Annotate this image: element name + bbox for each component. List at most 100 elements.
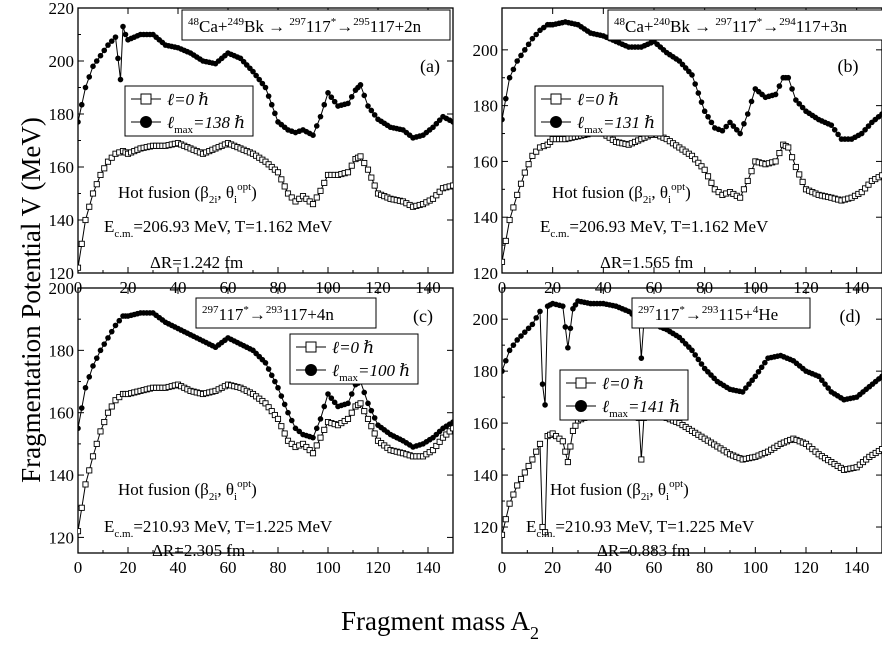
point-l0: [271, 411, 278, 419]
series-group: [78, 310, 453, 535]
point-lmax: [105, 335, 111, 341]
point-lmax: [542, 402, 548, 408]
point-lmax: [865, 123, 872, 129]
point-l0: [371, 430, 378, 437]
point-l0: [436, 438, 443, 445]
point-lmax: [565, 344, 571, 351]
point-l0: [688, 152, 696, 159]
point-lmax: [741, 120, 747, 127]
reaction-label: 297117*→293117+4n: [202, 304, 334, 324]
annotation-ecm: Ec.m.=210.93 MeV, T=1.225 MeV: [526, 517, 755, 540]
x-tick-label: 60: [646, 558, 663, 577]
point-lmax: [371, 112, 378, 118]
point-l0: [371, 182, 378, 189]
point-lmax: [506, 347, 513, 354]
legend-marker-l0: [575, 377, 587, 389]
point-l0: [313, 194, 320, 201]
point-lmax: [296, 428, 303, 435]
point-lmax: [522, 329, 528, 335]
point-l0: [878, 172, 882, 179]
point-l0: [108, 403, 115, 410]
point-lmax: [105, 42, 111, 48]
point-lmax: [371, 415, 378, 421]
point-lmax: [502, 116, 505, 123]
point-l0: [776, 150, 783, 157]
point-lmax: [368, 407, 375, 414]
point-lmax: [815, 373, 822, 380]
point-l0: [309, 450, 317, 457]
point-lmax: [361, 389, 368, 396]
point-l0: [368, 174, 375, 181]
point-l0: [449, 425, 453, 432]
point-lmax: [93, 355, 100, 361]
point-lmax: [288, 417, 295, 424]
point-lmax: [692, 352, 698, 358]
point-l0: [510, 204, 517, 211]
y-tick-label: 180: [49, 341, 75, 360]
panel-label: (b): [838, 56, 859, 77]
point-lmax: [268, 101, 275, 108]
point-l0: [514, 191, 521, 198]
annotation-hot-fusion: Hot fusion (β2i, θiopt): [550, 478, 689, 503]
y-tick-label: 140: [473, 208, 499, 227]
point-lmax: [365, 400, 371, 407]
point-lmax: [292, 425, 299, 432]
point-lmax: [97, 347, 104, 354]
point-lmax: [514, 58, 520, 64]
point-l0: [562, 448, 569, 455]
plot-frame: [501, 287, 882, 554]
point-l0: [89, 190, 97, 197]
point-l0: [344, 169, 352, 176]
point-lmax: [762, 359, 768, 366]
point-l0: [309, 201, 317, 208]
point-lmax: [348, 391, 355, 397]
point-l0: [533, 148, 540, 155]
point-lmax: [82, 84, 89, 91]
point-lmax: [562, 324, 569, 330]
point-lmax: [514, 337, 520, 343]
point-lmax: [503, 95, 509, 102]
point-l0: [281, 183, 288, 190]
point-l0: [692, 156, 699, 163]
point-lmax: [331, 98, 338, 105]
point-lmax: [739, 389, 746, 395]
point-lmax: [321, 403, 328, 410]
point-lmax: [825, 385, 831, 391]
point-lmax: [539, 381, 546, 387]
point-l0: [506, 500, 513, 507]
point-l0: [348, 162, 355, 169]
point-lmax: [796, 100, 803, 107]
point-l0: [704, 173, 712, 180]
point-l0: [108, 154, 115, 161]
annotation-hot-fusion: Hot fusion (β2i, θiopt): [118, 181, 257, 206]
panel-a: 02040608010012014012014016018020022048Ca…: [49, 0, 454, 297]
point-lmax: [90, 363, 96, 369]
y-tick-label: 180: [473, 362, 499, 381]
point-l0: [268, 408, 275, 415]
point-lmax: [689, 347, 695, 354]
point-l0: [521, 169, 528, 176]
point-lmax: [503, 357, 509, 364]
point-lmax: [313, 425, 320, 432]
point-lmax: [120, 23, 126, 30]
point-lmax: [310, 132, 316, 138]
point-lmax: [250, 68, 256, 75]
point-l0: [288, 440, 295, 447]
point-l0: [525, 161, 532, 168]
point-lmax: [831, 127, 838, 133]
point-lmax: [253, 72, 259, 79]
annotation-delta-r: ΔR=0.883 fm: [597, 541, 690, 560]
point-lmax: [533, 315, 539, 321]
point-lmax: [357, 82, 364, 88]
point-lmax: [112, 34, 119, 40]
point-l0: [796, 171, 803, 178]
point-lmax: [433, 120, 440, 127]
point-l0: [78, 528, 82, 535]
annotation-hot-fusion: Hot fusion (β2i, θiopt): [118, 478, 257, 503]
x-tick-label: 0: [498, 558, 507, 577]
point-l0: [348, 409, 355, 416]
point-lmax: [259, 80, 266, 87]
point-lmax: [730, 123, 737, 129]
point-lmax: [746, 381, 752, 387]
